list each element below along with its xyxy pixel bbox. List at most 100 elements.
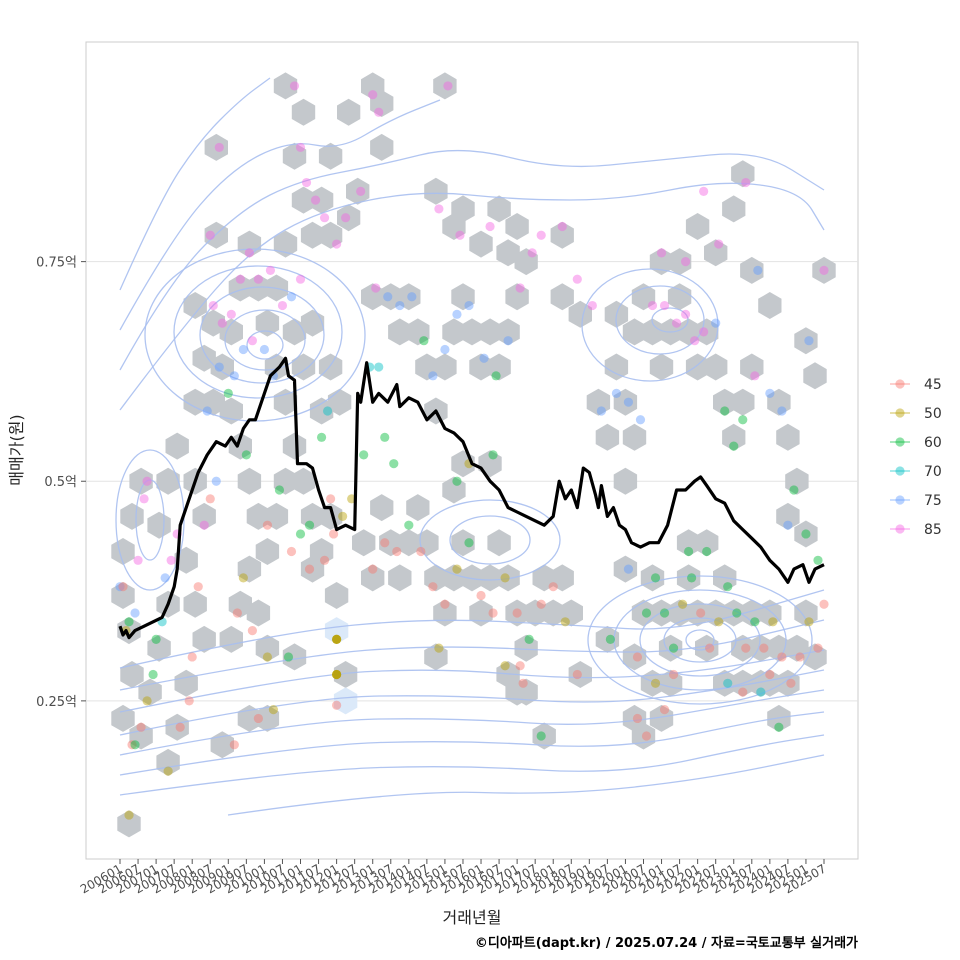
hex-bin	[514, 634, 538, 662]
hex-bin	[451, 529, 475, 557]
legend-label: 85	[924, 522, 942, 538]
density-contour-ring	[224, 309, 306, 371]
transaction-point	[557, 221, 567, 232]
hex-bin	[604, 353, 629, 381]
hex-bin	[388, 564, 412, 592]
transaction-point	[262, 520, 273, 530]
density-contour-ring	[135, 479, 165, 561]
transaction-point	[732, 608, 742, 618]
y-tick-label: 0.5억	[44, 475, 77, 490]
density-contour-ring	[587, 575, 813, 705]
density-contour-ring	[639, 603, 761, 677]
hex-bin	[361, 564, 385, 592]
transaction-point	[301, 177, 312, 188]
hex-bin	[333, 661, 358, 688]
transaction-point	[332, 634, 342, 644]
transaction-point	[774, 722, 784, 732]
transaction-point	[395, 300, 405, 311]
hex-bin	[622, 318, 647, 346]
transaction-point	[214, 362, 224, 372]
transaction-point	[217, 318, 227, 328]
hex-bin	[318, 221, 343, 249]
transaction-point	[253, 274, 263, 284]
hex-bin	[622, 423, 647, 451]
hex-bin	[695, 318, 719, 346]
transaction-point	[527, 248, 537, 258]
hex-bin	[273, 467, 298, 495]
hex-bin	[713, 669, 737, 697]
hex-bin	[667, 248, 692, 276]
hex-bin	[282, 432, 307, 460]
hex-bin	[451, 283, 475, 311]
hex-bin	[767, 388, 791, 416]
transaction-point	[262, 652, 273, 662]
hex-bin	[722, 423, 746, 451]
hex-bin	[442, 318, 466, 346]
hex-bin	[812, 256, 836, 284]
hex-bin	[649, 248, 674, 276]
transaction-point	[404, 520, 414, 530]
transaction-point	[572, 274, 582, 284]
transaction-point	[759, 643, 769, 653]
plot-frame	[85, 41, 859, 860]
hex-bin	[165, 432, 189, 460]
transaction-point	[659, 705, 670, 715]
density-contour-ring	[449, 515, 531, 565]
transaction-point	[765, 388, 775, 398]
transaction-point	[819, 599, 829, 609]
transaction-point	[332, 700, 342, 710]
transaction-point	[175, 722, 185, 732]
transaction-point	[687, 573, 697, 583]
transaction-point	[714, 239, 724, 249]
hex-bin	[695, 529, 719, 557]
transaction-point	[241, 450, 251, 460]
hex-bin	[532, 722, 556, 750]
transaction-point	[407, 292, 417, 302]
transaction-point	[416, 546, 426, 557]
hex-bin	[613, 388, 638, 416]
transaction-point	[656, 248, 667, 258]
transaction-point	[659, 608, 670, 618]
hex-bin	[120, 661, 144, 688]
transaction-point	[151, 634, 161, 644]
transaction-point	[332, 669, 342, 680]
hex-bin	[794, 520, 818, 548]
transaction-point	[322, 406, 333, 416]
transaction-point	[560, 617, 570, 627]
hex-bin	[550, 221, 574, 249]
hex-bin	[424, 643, 448, 671]
hex-bin	[478, 318, 502, 346]
transaction-point	[729, 441, 739, 451]
transaction-point	[193, 582, 203, 592]
transaction-point	[488, 608, 498, 618]
transaction-point	[259, 344, 270, 355]
hex-bin	[273, 72, 298, 100]
hex-bin	[129, 467, 153, 495]
hex-bin	[156, 467, 180, 495]
transaction-point	[684, 546, 694, 557]
transaction-point	[632, 713, 643, 724]
transaction-point	[247, 625, 257, 636]
legend-label: 75	[924, 493, 942, 509]
hex-bin	[460, 564, 484, 592]
transaction-point	[518, 678, 528, 688]
density-contour	[119, 711, 825, 776]
hex-bin	[183, 292, 207, 319]
transaction-point	[319, 213, 330, 223]
hex-bin	[201, 388, 225, 416]
transaction-point	[756, 687, 766, 697]
transaction-point	[229, 371, 239, 381]
transaction-point	[163, 766, 173, 776]
transaction-point	[295, 142, 306, 153]
transaction-point	[801, 529, 811, 539]
transaction-point	[641, 608, 652, 618]
transaction-point	[741, 643, 751, 653]
transaction-point	[777, 406, 787, 416]
transaction-point	[205, 494, 215, 504]
transaction-point	[187, 652, 197, 662]
transaction-point	[283, 652, 294, 662]
hex-bin	[487, 195, 511, 223]
density-contour-ring	[613, 589, 787, 691]
transaction-point	[136, 722, 146, 732]
hex-bin	[300, 221, 325, 249]
